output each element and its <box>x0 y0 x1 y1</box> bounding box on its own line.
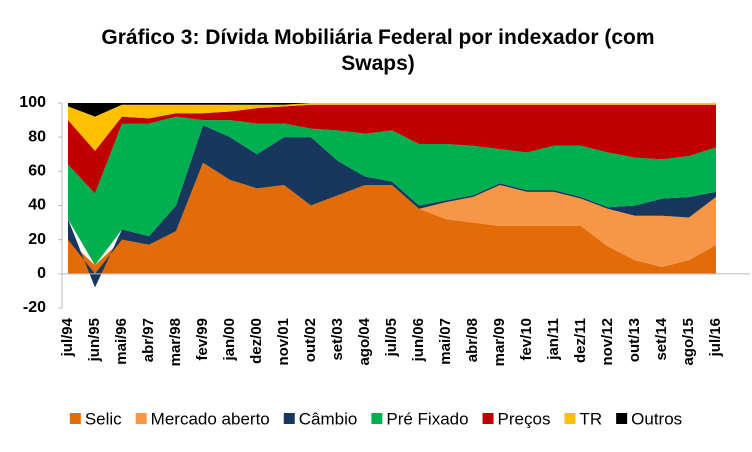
x-tick-label: jan/11 <box>545 318 562 361</box>
x-tick-label: ago/15 <box>680 318 697 366</box>
area <box>68 103 716 117</box>
x-tick-label: out/13 <box>626 318 643 362</box>
x-tick-label: abr/08 <box>464 318 481 362</box>
x-tick-label: out/02 <box>302 318 319 362</box>
legend-swatch <box>482 413 494 424</box>
x-tick-label: ago/04 <box>356 317 373 365</box>
legend-label: Preços <box>498 409 551 428</box>
x-tick-label: fev/99 <box>194 318 211 361</box>
x-tick-label: dez/00 <box>248 318 265 364</box>
x-tick-label: mar/98 <box>167 318 184 366</box>
x-tick-label: abr/97 <box>140 318 157 362</box>
legend-swatch <box>371 413 383 424</box>
x-tick-label: set/03 <box>329 318 346 361</box>
x-tick-label: jul/94 <box>59 317 76 357</box>
y-tick-label: 20 <box>28 231 46 248</box>
legend-label: Mercado aberto <box>151 409 270 428</box>
area <box>68 162 716 274</box>
area <box>68 116 716 266</box>
chart-title: Gráfico 3: Dívida Mobiliária Federal por… <box>101 26 654 75</box>
x-tick-label: jan/00 <box>221 318 238 362</box>
x-tick-label: mai/96 <box>113 318 130 365</box>
x-tick-label: mar/09 <box>491 318 508 366</box>
x-tick-label: nov/12 <box>599 318 616 366</box>
y-tick-label: -20 <box>23 299 46 316</box>
legend-label: Outros <box>631 409 682 428</box>
legend-label: TR <box>579 409 602 428</box>
x-tick-label: fev/10 <box>518 318 535 361</box>
legend-label: Selic <box>85 409 122 428</box>
area <box>68 125 716 288</box>
y-tick-label: 0 <box>37 265 46 282</box>
x-tick-label: jun/95 <box>86 318 103 362</box>
x-tick-label: jul/16 <box>707 318 724 357</box>
legend-label: Câmbio <box>299 409 358 428</box>
x-tick-label: dez/11 <box>572 318 589 363</box>
y-tick-label: 100 <box>19 94 46 111</box>
y-tick-label: 40 <box>28 197 46 214</box>
area <box>68 103 716 151</box>
legend-swatch <box>616 413 628 424</box>
x-tick-label: nov/01 <box>275 318 292 366</box>
y-tick-label: 60 <box>28 163 46 180</box>
x-tick-label: set/14 <box>653 317 670 360</box>
legend-swatch <box>135 413 147 424</box>
legend-swatch <box>283 413 295 424</box>
area <box>68 162 716 267</box>
legend-swatch <box>69 413 81 424</box>
x-tick-label: mai/07 <box>437 318 454 365</box>
legend-label: Pré Fixado <box>386 409 468 428</box>
x-tick-label: jun/06 <box>410 318 427 362</box>
legend: Selic Mercado aberto Câmbio Pré Fixado Preço… <box>69 409 682 428</box>
x-tick-label: jul/05 <box>383 318 400 357</box>
y-tick-label: 80 <box>28 128 46 145</box>
legend-swatch <box>564 413 576 424</box>
area <box>68 104 716 194</box>
